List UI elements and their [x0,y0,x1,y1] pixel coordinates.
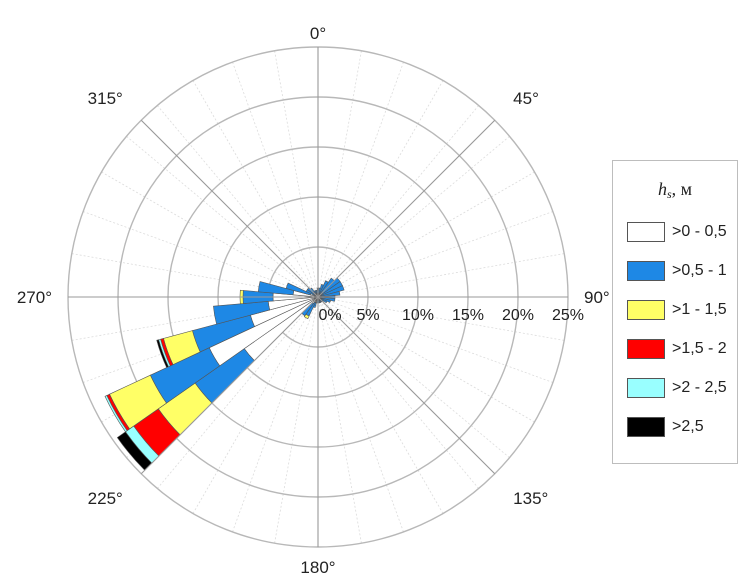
legend-swatch [627,378,665,398]
grid-radial-line [317,253,565,298]
grid-radial-line [317,296,480,489]
legend-label: >1 - 1,5 [672,301,727,318]
legend-item: >2 - 2,5 [627,377,727,399]
grid-radial-line [156,296,319,489]
legend-swatch [627,417,665,437]
axis-line [317,119,496,298]
sector-segment [257,281,295,296]
legend-swatch [627,300,665,320]
grid-radial-line [317,135,510,298]
radial-tick-label: 5% [356,307,379,324]
radial-tick-label: 25% [552,307,584,324]
sector-segment [116,431,153,471]
grid-radial-line [232,296,319,533]
legend-swatch [627,222,665,242]
legend-label: >2 - 2,5 [672,379,727,396]
direction-label: 45° [513,89,539,108]
grid-radial-line [317,80,444,298]
axis-line [317,296,496,475]
legend-item: >1 - 1,5 [627,299,727,321]
stacked-sectors [104,277,345,471]
sector-segment [320,297,331,303]
radial-tick-label: 10% [402,307,434,324]
grid-radial-line [274,296,319,544]
grid-radial-line [317,171,535,298]
grid-radial-line [317,296,404,533]
grid-radial-line [317,211,554,298]
direction-label: 225° [88,489,123,508]
legend-label: >0,5 - 1 [672,262,727,279]
legend-swatch [627,261,665,281]
legend-label: >2,5 [672,418,704,435]
grid-radial-line [317,296,362,544]
axis-line [140,296,319,475]
grid-radial-line [101,171,319,298]
direction-label: 180° [300,558,335,577]
radial-tick-label: 15% [452,307,484,324]
grid-radial-line [317,296,565,341]
grid-radial-line [126,135,319,298]
grid-radial-line [192,80,319,298]
direction-label: 0° [310,24,326,43]
sector-segment [104,395,128,433]
sector-segment [320,297,328,304]
legend-label: >1,5 - 2 [672,340,727,357]
grid-radial-line [232,61,319,298]
direction-label: 90° [584,288,610,307]
legend-title: hs, м [657,179,693,201]
grid-radial-line [274,50,319,298]
direction-label: 315° [88,89,123,108]
grid-radial-line [317,296,444,514]
legend-item: >1,5 - 2 [627,338,727,360]
direction-label: 135° [513,489,548,508]
sector-segment [213,301,271,325]
grid-radial-line [156,105,319,298]
grid-radial-line [317,296,554,383]
axis-labels: 0° 45° 90° 135° 180° 225° 270° 315° 0% 5% 10% 15% 20… [17,24,610,577]
sector-segment [315,289,319,295]
grid-radial-line [317,296,510,459]
axis-line [140,119,319,298]
polar-axes [68,47,568,547]
direction-label: 270° [17,288,52,307]
grid-radial-line [317,296,535,423]
grid-radial-line [317,50,362,298]
legend-swatch [627,339,665,359]
sector-segment [285,282,312,296]
legend: hs, м >0 - 0,5 >0,5 - 1 >1 - 1,5 >1,5 - 2 >2… [612,160,738,464]
sector-segment [156,339,169,368]
legend-item: >0,5 - 1 [627,260,727,282]
grid-radial-line [192,296,319,514]
radial-tick-label: 20% [502,307,534,324]
grid-radial-line [317,105,480,298]
grid-radial-line [317,61,404,298]
legend-item: >0 - 0,5 [627,221,727,243]
grid-radial-line [82,211,319,298]
legend-label: >0 - 0,5 [672,223,727,240]
legend-item: >2,5 [627,416,704,438]
radial-tick-label: 0% [318,307,341,324]
